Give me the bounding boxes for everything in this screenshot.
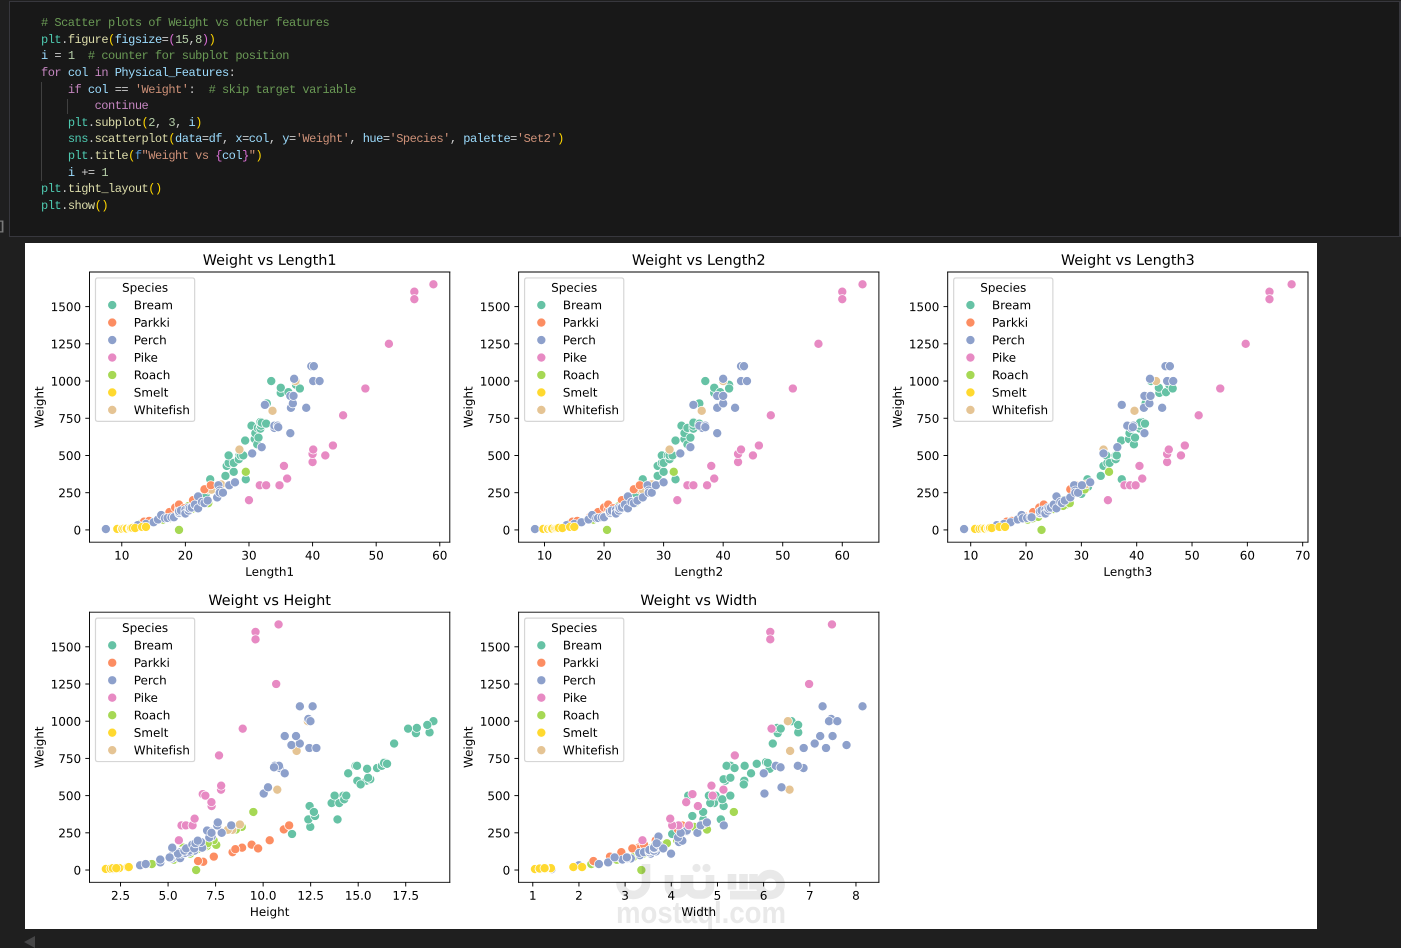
svg-text:mostaql.com: mostaql.com (616, 895, 786, 930)
